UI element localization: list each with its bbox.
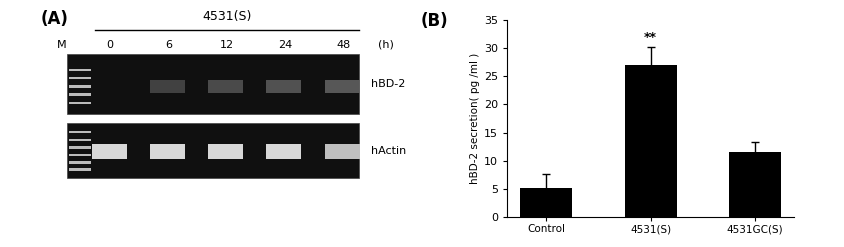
Text: hActin: hActin: [371, 146, 405, 156]
Bar: [69, 85, 90, 88]
Bar: [208, 144, 243, 159]
Bar: [208, 81, 243, 93]
Bar: [519, 188, 571, 217]
Bar: [149, 81, 185, 93]
Y-axis label: hBD-2 secretion( pg /ml ): hBD-2 secretion( pg /ml ): [469, 53, 479, 184]
Bar: [728, 152, 781, 217]
Bar: [69, 131, 90, 133]
Bar: [266, 81, 301, 93]
Bar: [69, 139, 90, 141]
Text: (h): (h): [378, 40, 394, 49]
Bar: [68, 54, 359, 114]
Bar: [91, 144, 127, 159]
Text: 0: 0: [106, 40, 114, 49]
Bar: [69, 168, 90, 171]
Text: M: M: [57, 40, 67, 49]
Bar: [68, 124, 359, 178]
Bar: [69, 102, 90, 104]
Bar: [149, 144, 185, 159]
Text: (B): (B): [420, 12, 448, 30]
Bar: [324, 81, 360, 93]
Text: 6: 6: [165, 40, 172, 49]
Bar: [69, 77, 90, 79]
Text: hBD-2: hBD-2: [371, 79, 404, 89]
Text: (A): (A): [41, 10, 68, 28]
Bar: [69, 154, 90, 156]
Text: 48: 48: [336, 40, 350, 49]
Bar: [69, 68, 90, 71]
Bar: [624, 65, 676, 217]
Bar: [69, 93, 90, 96]
Bar: [266, 144, 301, 159]
Bar: [69, 161, 90, 164]
Bar: [324, 144, 360, 159]
Text: **: **: [643, 31, 657, 44]
Text: 24: 24: [278, 40, 292, 49]
Text: 4531(S): 4531(S): [202, 10, 252, 23]
Text: 12: 12: [219, 40, 234, 49]
Bar: [69, 146, 90, 149]
